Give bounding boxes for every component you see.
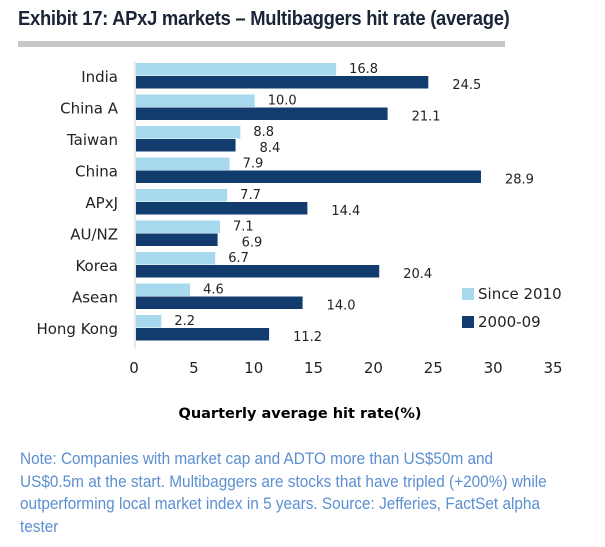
bar-2000-09-taiwan: [136, 139, 236, 152]
x-tick-20: 20: [364, 359, 383, 377]
x-tick-0: 0: [129, 359, 139, 377]
x-axis-label: Quarterly average hit rate(%): [179, 406, 422, 422]
x-tick-15: 15: [304, 359, 323, 377]
bar-2000-09-hong-kong: [136, 328, 270, 341]
x-tick-labels-group: 0 5 10 15 20 25 30 35: [129, 359, 562, 377]
legend: Since 2010 2000-09: [462, 285, 562, 331]
title-divider: [18, 41, 505, 47]
category-labels-group: India China A Taiwan China APxJ AU/NZ Korea Ase…: [36, 68, 118, 338]
footnote: Note: Companies with market cap and ADTO…: [20, 450, 547, 536]
bar-2000-09-apxj: [136, 202, 308, 215]
x-tick-5: 5: [189, 359, 199, 377]
bar-since-2010-au-nz: [136, 220, 220, 233]
data-label-2000-09-india: 24.5: [452, 78, 481, 93]
data-label-since-2010-hong-kong: 2.2: [174, 314, 195, 329]
data-label-since-2010-china-a: 10.0: [268, 94, 297, 109]
x-tick-35: 35: [543, 359, 562, 377]
x-tick-25: 25: [424, 359, 443, 377]
chart-title: Exhibit 17: APxJ markets – Multibaggers …: [18, 8, 510, 30]
data-label-since-2010-korea: 6.7: [228, 251, 249, 266]
data-label-since-2010-taiwan: 8.8: [253, 125, 274, 140]
data-label-2000-09-china: 28.9: [505, 173, 534, 188]
bar-2000-09-asean: [136, 296, 303, 309]
bar-2000-09-china: [136, 170, 481, 183]
x-tick-10: 10: [244, 359, 263, 377]
category-label-hong-kong: Hong Kong: [36, 320, 118, 338]
bar-chart: 16.824.510.021.18.88.47.928.97.714.47.16…: [36, 61, 563, 422]
x-tick-30: 30: [484, 359, 503, 377]
data-label-since-2010-asean: 4.6: [203, 283, 224, 298]
category-label-india: India: [81, 68, 118, 86]
legend-swatch-2000-09: [462, 316, 474, 328]
data-label-2000-09-china-a: 21.1: [412, 110, 441, 125]
bar-since-2010-hong-kong: [136, 315, 162, 328]
bar-since-2010-taiwan: [136, 126, 241, 139]
bar-2000-09-au-nz: [136, 233, 218, 246]
legend-label-since-2010: Since 2010: [478, 285, 562, 303]
bar-since-2010-asean: [136, 283, 191, 296]
bar-since-2010-china: [136, 157, 230, 170]
data-label-since-2010-au-nz: 7.1: [233, 220, 254, 235]
bar-2000-09-india: [136, 76, 429, 89]
bar-2000-09-korea: [136, 265, 380, 278]
data-label-since-2010-china: 7.9: [243, 157, 264, 172]
data-label-2000-09-asean: 14.0: [327, 299, 356, 314]
category-label-taiwan: Taiwan: [66, 131, 118, 149]
category-label-china-a: China A: [60, 100, 119, 118]
legend-label-2000-09: 2000-09: [478, 313, 541, 331]
category-label-china: China: [75, 163, 118, 181]
data-label-2000-09-au-nz: 6.9: [242, 236, 263, 251]
data-label-2000-09-hong-kong: 11.2: [293, 330, 322, 345]
category-label-korea: Korea: [75, 257, 118, 275]
category-label-au-nz: AU/NZ: [70, 226, 118, 244]
category-label-apxj: APxJ: [85, 194, 118, 212]
bars-group: [136, 63, 481, 341]
bar-since-2010-apxj: [136, 189, 228, 202]
data-label-since-2010-apxj: 7.7: [240, 188, 261, 203]
bar-since-2010-korea: [136, 252, 216, 265]
legend-swatch-since-2010: [462, 288, 474, 300]
data-label-2000-09-korea: 20.4: [403, 267, 432, 282]
data-label-since-2010-india: 16.8: [349, 62, 378, 77]
bar-since-2010-india: [136, 63, 337, 76]
category-label-asean: Asean: [72, 289, 118, 307]
data-label-2000-09-taiwan: 8.4: [260, 141, 281, 156]
data-label-2000-09-apxj: 14.4: [331, 204, 360, 219]
bar-2000-09-china-a: [136, 107, 388, 120]
data-labels-group: 16.824.510.021.18.88.47.928.97.714.47.16…: [174, 62, 534, 345]
bar-since-2010-china-a: [136, 94, 255, 107]
